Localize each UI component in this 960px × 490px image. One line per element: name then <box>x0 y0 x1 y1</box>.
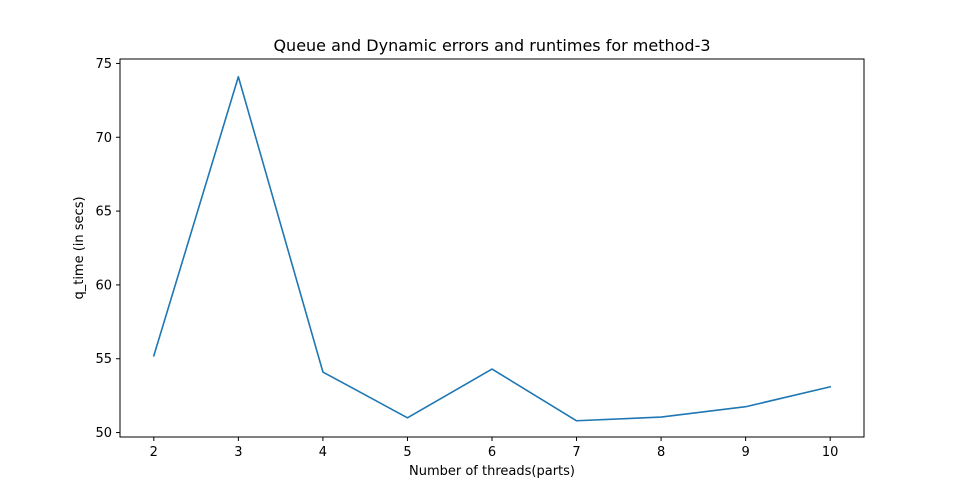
chart-title: Queue and Dynamic errors and runtimes fo… <box>273 36 710 55</box>
y-axis: 50 55 60 65 70 75 <box>95 57 120 441</box>
x-axis: 2 3 4 5 6 7 8 9 10 <box>150 437 839 460</box>
y-tick-label: 65 <box>95 205 112 220</box>
series-layer <box>152 75 832 422</box>
y-tick-label: 75 <box>95 57 112 72</box>
x-axis-label: Number of threads(parts) <box>409 464 575 479</box>
x-tick-label: 10 <box>822 445 839 460</box>
y-tick-label: 55 <box>95 352 112 367</box>
plot-area-frame <box>119 58 865 438</box>
y-axis-label: q_time (in secs) <box>72 196 87 299</box>
y-tick-label: 60 <box>95 278 112 293</box>
x-tick-label: 2 <box>150 445 158 460</box>
x-tick-label: 5 <box>403 445 411 460</box>
y-tick-label: 70 <box>95 131 112 146</box>
y-tick-label: 50 <box>95 426 112 441</box>
x-tick-label: 3 <box>234 445 242 460</box>
x-tick-label: 6 <box>488 445 496 460</box>
x-tick-label: 8 <box>657 445 665 460</box>
x-tick-label: 4 <box>319 445 327 460</box>
x-tick-label: 7 <box>572 445 580 460</box>
x-tick-label: 9 <box>741 445 749 460</box>
